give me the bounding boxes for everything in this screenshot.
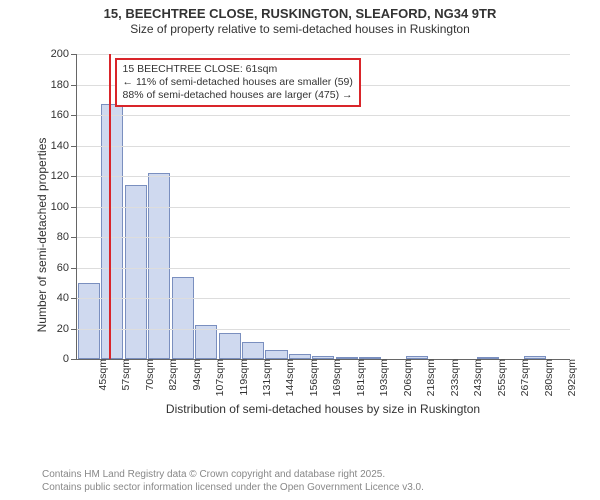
y-tick-label: 140 <box>51 140 77 152</box>
x-tick-label: 280sqm <box>537 359 555 396</box>
gridline <box>77 207 570 208</box>
footer-line: Contains HM Land Registry data © Crown c… <box>42 469 424 482</box>
x-tick-label: 181sqm <box>349 359 367 396</box>
callout-line: 88% of semi-detached houses are larger (… <box>123 89 353 102</box>
x-tick-label: 119sqm <box>232 359 250 396</box>
y-tick-label: 0 <box>63 353 77 365</box>
bar <box>125 185 147 359</box>
x-tick-label: 57sqm <box>114 359 132 391</box>
x-tick-label: 169sqm <box>325 359 343 396</box>
y-tick-label: 120 <box>51 170 77 182</box>
plot-area: 45sqm57sqm70sqm82sqm94sqm107sqm119sqm131… <box>76 54 570 360</box>
callout-line: 15 BEECHTREE CLOSE: 61sqm <box>123 63 353 76</box>
bar <box>265 350 287 359</box>
gridline <box>77 54 570 55</box>
gridline <box>77 115 570 116</box>
gridline <box>77 146 570 147</box>
x-tick-label: 70sqm <box>138 359 156 391</box>
y-tick-label: 20 <box>57 323 77 335</box>
x-tick-label: 156sqm <box>302 359 320 396</box>
gridline <box>77 237 570 238</box>
gridline <box>77 298 570 299</box>
gridline <box>77 329 570 330</box>
x-tick-label: 292sqm <box>560 359 578 396</box>
bar <box>195 325 217 359</box>
x-tick-label: 45sqm <box>91 359 109 391</box>
bar <box>219 333 241 359</box>
x-tick-label: 206sqm <box>396 359 414 396</box>
bar <box>242 342 264 359</box>
bar <box>172 277 194 359</box>
y-tick-label: 40 <box>57 292 77 304</box>
bar <box>148 173 170 359</box>
x-tick-label: 193sqm <box>372 359 390 396</box>
y-tick-label: 180 <box>51 79 77 91</box>
y-tick-label: 160 <box>51 109 77 121</box>
x-tick-label: 233sqm <box>443 359 461 396</box>
x-tick-label: 267sqm <box>513 359 531 396</box>
y-tick-label: 60 <box>57 262 77 274</box>
chart-title-block: 15, BEECHTREE CLOSE, RUSKINGTON, SLEAFOR… <box>0 0 600 37</box>
x-tick-label: 82sqm <box>161 359 179 391</box>
x-tick-label: 144sqm <box>278 359 296 396</box>
x-tick-label: 218sqm <box>419 359 437 396</box>
x-tick-label: 255sqm <box>490 359 508 396</box>
gridline <box>77 268 570 269</box>
y-tick-label: 80 <box>57 231 77 243</box>
chart-title-sub: Size of property relative to semi-detach… <box>0 22 600 37</box>
bar <box>101 104 123 359</box>
gridline <box>77 176 570 177</box>
x-tick-label: 107sqm <box>208 359 226 396</box>
callout-box: 15 BEECHTREE CLOSE: 61sqm← 11% of semi-d… <box>115 58 361 107</box>
x-axis-title: Distribution of semi-detached houses by … <box>76 402 570 416</box>
x-tick-label: 243sqm <box>466 359 484 396</box>
marker-line <box>109 54 111 359</box>
chart-area: Number of semi-detached properties 45sqm… <box>40 54 570 416</box>
attribution-footer: Contains HM Land Registry data © Crown c… <box>42 469 424 494</box>
y-tick-label: 100 <box>51 201 77 213</box>
footer-line: Contains public sector information licen… <box>42 482 424 495</box>
bar <box>78 283 100 359</box>
x-tick-label: 94sqm <box>185 359 203 391</box>
y-tick-label: 200 <box>51 48 77 60</box>
chart-title-main: 15, BEECHTREE CLOSE, RUSKINGTON, SLEAFOR… <box>0 6 600 22</box>
y-axis-label: Number of semi-detached properties <box>35 85 49 385</box>
callout-line: ← 11% of semi-detached houses are smalle… <box>123 76 353 89</box>
x-tick-label: 131sqm <box>255 359 273 396</box>
